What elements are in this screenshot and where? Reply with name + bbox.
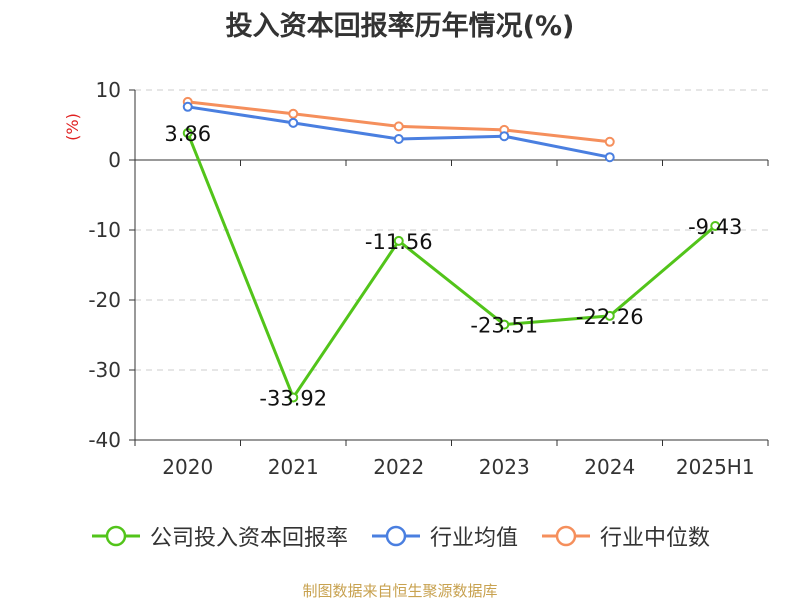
data-point (182, 101, 193, 112)
data-label: -33.92 (259, 386, 327, 410)
data-point (288, 117, 299, 128)
y-tick-label: -20 (88, 288, 121, 312)
data-point (604, 152, 615, 163)
series-line (186, 132, 717, 399)
axes: 10 0 -10 -20 -30 -40 2020 2021 2022 2023 2024 2025H… (63, 78, 769, 479)
legend-marker-icon (91, 525, 140, 547)
x-tick-label: 2025H1 (676, 455, 755, 479)
grid-lines (135, 89, 768, 441)
data-point (393, 235, 404, 246)
legend-label: 行业中位数 (600, 526, 711, 551)
legend-marker-icon (371, 525, 420, 547)
y-tick-label: 0 (108, 148, 121, 172)
y-axis-label: (%) (63, 113, 82, 141)
data-point (604, 136, 615, 147)
legend-item[interactable]: 行业中位数 (540, 520, 710, 552)
data-point (499, 131, 510, 142)
data-point (182, 127, 193, 138)
data-labels: 3.86 -33.92 -11.56 -23.51 -22.26 -9.43 (164, 122, 742, 410)
series-lines (182, 96, 721, 403)
data-point (393, 134, 404, 144)
legend-item[interactable]: 行业均值 (370, 520, 518, 552)
series-line (187, 105, 611, 159)
chart-title: 投入资本回报率历年情况(%) (225, 11, 575, 42)
y-tick-label: -40 (88, 428, 121, 452)
x-tick-label: 2023 (479, 455, 530, 479)
data-label: -23.51 (470, 314, 538, 338)
data-point (288, 108, 299, 119)
legend: 公司投入资本回报率 行业均值 行业中位数 (0, 520, 800, 552)
legend-item[interactable]: 公司投入资本回报率 (90, 520, 348, 552)
x-tick-label: 2021 (268, 455, 319, 479)
source-note: 制图数据来自恒生聚源数据库 (302, 582, 498, 600)
data-point (288, 392, 299, 403)
x-tick-label: 2020 (162, 455, 213, 479)
x-tick-label: 2024 (584, 455, 635, 479)
data-label: 3.86 (164, 122, 211, 146)
data-point (710, 221, 721, 232)
legend-marker-icon (542, 525, 590, 547)
legend-label: 行业均值 (429, 526, 518, 551)
x-tick-label: 2022 (373, 455, 424, 479)
y-tick-label: 10 (96, 78, 121, 102)
legend-label: 公司投入资本回报率 (149, 526, 348, 551)
data-label: -11.56 (365, 230, 433, 254)
data-point (604, 310, 615, 321)
y-tick-label: -30 (88, 358, 121, 382)
data-label: -9.43 (688, 215, 742, 239)
data-point (499, 319, 510, 330)
y-tick-label: -10 (88, 218, 121, 242)
data-label: -22.26 (576, 305, 644, 329)
data-point (393, 121, 404, 132)
